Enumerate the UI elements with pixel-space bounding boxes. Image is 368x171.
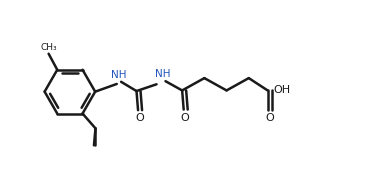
Text: NH: NH <box>155 69 170 79</box>
Text: OH: OH <box>273 85 290 95</box>
Text: NH: NH <box>111 70 127 80</box>
Text: O: O <box>265 113 274 123</box>
Text: O: O <box>181 113 190 123</box>
Text: CH₃: CH₃ <box>40 43 57 52</box>
Text: O: O <box>135 113 144 123</box>
